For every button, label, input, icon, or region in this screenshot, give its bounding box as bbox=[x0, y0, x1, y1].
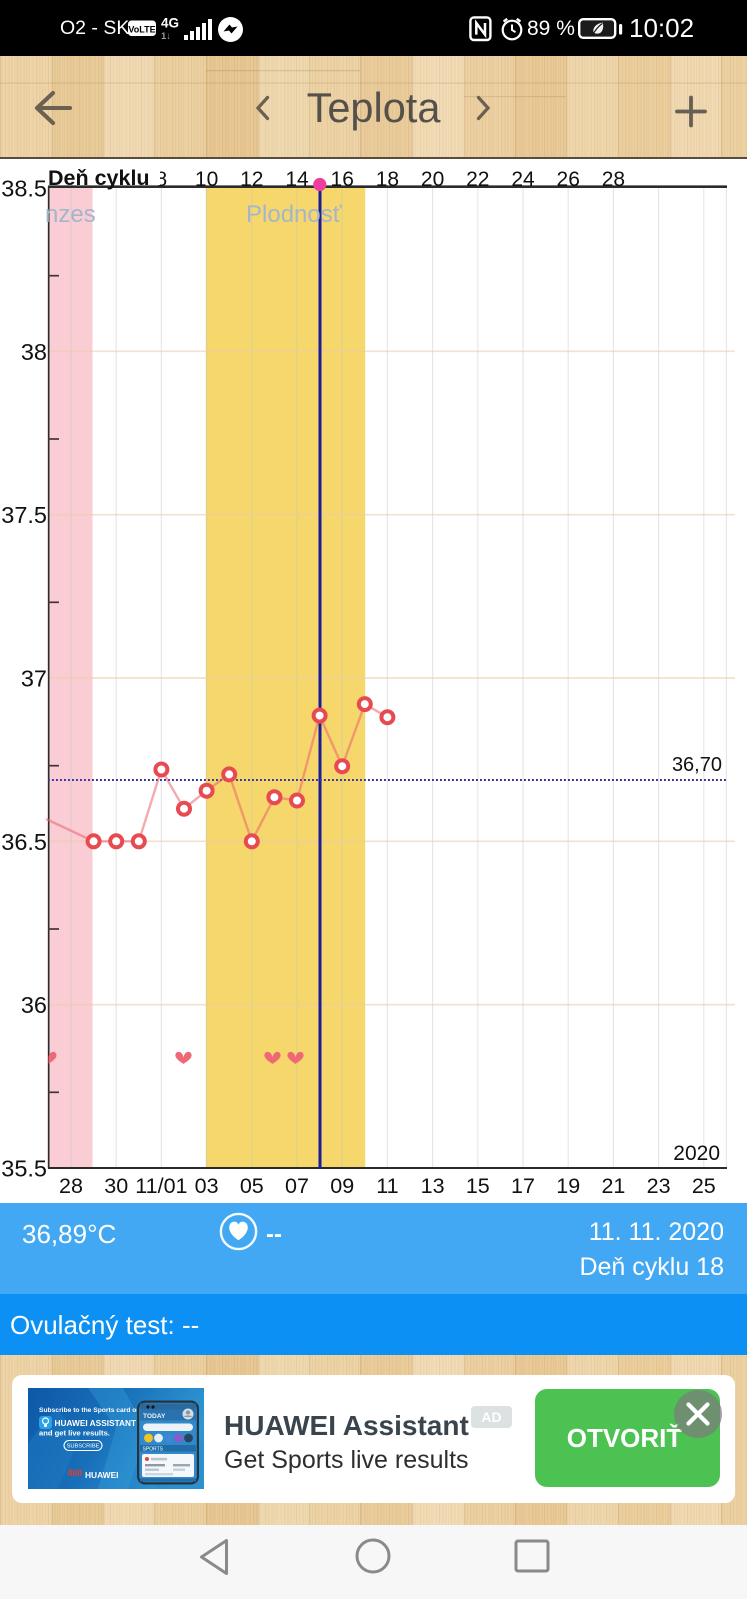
svg-text:38: 38 bbox=[21, 339, 47, 365]
svg-text:37.5: 37.5 bbox=[1, 502, 47, 528]
svg-text:11: 11 bbox=[376, 1174, 398, 1198]
svg-text:Plodnosť: Plodnosť bbox=[246, 201, 343, 228]
svg-text:11/01: 11/01 bbox=[135, 1174, 187, 1198]
svg-text:37: 37 bbox=[21, 666, 47, 692]
svg-text:2020: 2020 bbox=[673, 1142, 720, 1165]
svg-text:19: 19 bbox=[556, 1174, 580, 1198]
svg-text:35.5: 35.5 bbox=[1, 1156, 47, 1182]
svg-text:HUAWEI ASSISTANT: HUAWEI ASSISTANT bbox=[55, 1418, 137, 1428]
svg-text:18: 18 bbox=[376, 168, 399, 191]
svg-text:and get live results.: and get live results. bbox=[39, 1429, 110, 1438]
svg-text:nzes: nzes bbox=[45, 201, 96, 228]
svg-text:25: 25 bbox=[692, 1174, 716, 1198]
svg-text:15: 15 bbox=[466, 1174, 490, 1198]
svg-text:SPORTS: SPORTS bbox=[143, 1446, 164, 1452]
svg-text:05: 05 bbox=[240, 1174, 264, 1198]
svg-text:28: 28 bbox=[59, 1174, 83, 1198]
svg-text:8: 8 bbox=[156, 168, 168, 191]
svg-text:21: 21 bbox=[601, 1174, 625, 1198]
svg-text:17: 17 bbox=[511, 1174, 535, 1198]
svg-text:10: 10 bbox=[195, 168, 218, 191]
svg-text:26: 26 bbox=[557, 168, 580, 191]
svg-text:24: 24 bbox=[511, 168, 535, 191]
svg-text:22: 22 bbox=[466, 168, 489, 191]
svg-text:SUBSCRIBE: SUBSCRIBE bbox=[67, 1444, 100, 1450]
svg-text:20: 20 bbox=[421, 168, 444, 191]
svg-text:13: 13 bbox=[421, 1174, 445, 1198]
svg-text:TODAY: TODAY bbox=[143, 1413, 166, 1420]
svg-text:07: 07 bbox=[285, 1174, 309, 1198]
svg-text:28: 28 bbox=[602, 168, 625, 191]
svg-text:Deň cyklu: Deň cyklu bbox=[48, 166, 150, 190]
svg-text:30: 30 bbox=[104, 1174, 128, 1198]
svg-text:Subscribe to the Sports card o: Subscribe to the Sports card on bbox=[39, 1407, 140, 1414]
svg-text:09: 09 bbox=[330, 1174, 354, 1198]
svg-text:23: 23 bbox=[647, 1174, 671, 1198]
svg-text:VoLTE: VoLTE bbox=[128, 25, 155, 35]
svg-text:03: 03 bbox=[195, 1174, 219, 1198]
svg-text:1↓: 1↓ bbox=[161, 31, 171, 42]
svg-text:HUAWEI: HUAWEI bbox=[85, 1470, 119, 1480]
svg-text:38.5: 38.5 bbox=[1, 176, 47, 202]
svg-text:14: 14 bbox=[285, 168, 309, 191]
svg-text:36.5: 36.5 bbox=[1, 829, 47, 855]
svg-text:12: 12 bbox=[240, 168, 263, 191]
svg-text:16: 16 bbox=[331, 168, 354, 191]
svg-text:4G: 4G bbox=[161, 16, 179, 31]
svg-text:36: 36 bbox=[21, 992, 47, 1018]
svg-text:36,70: 36,70 bbox=[672, 754, 722, 776]
